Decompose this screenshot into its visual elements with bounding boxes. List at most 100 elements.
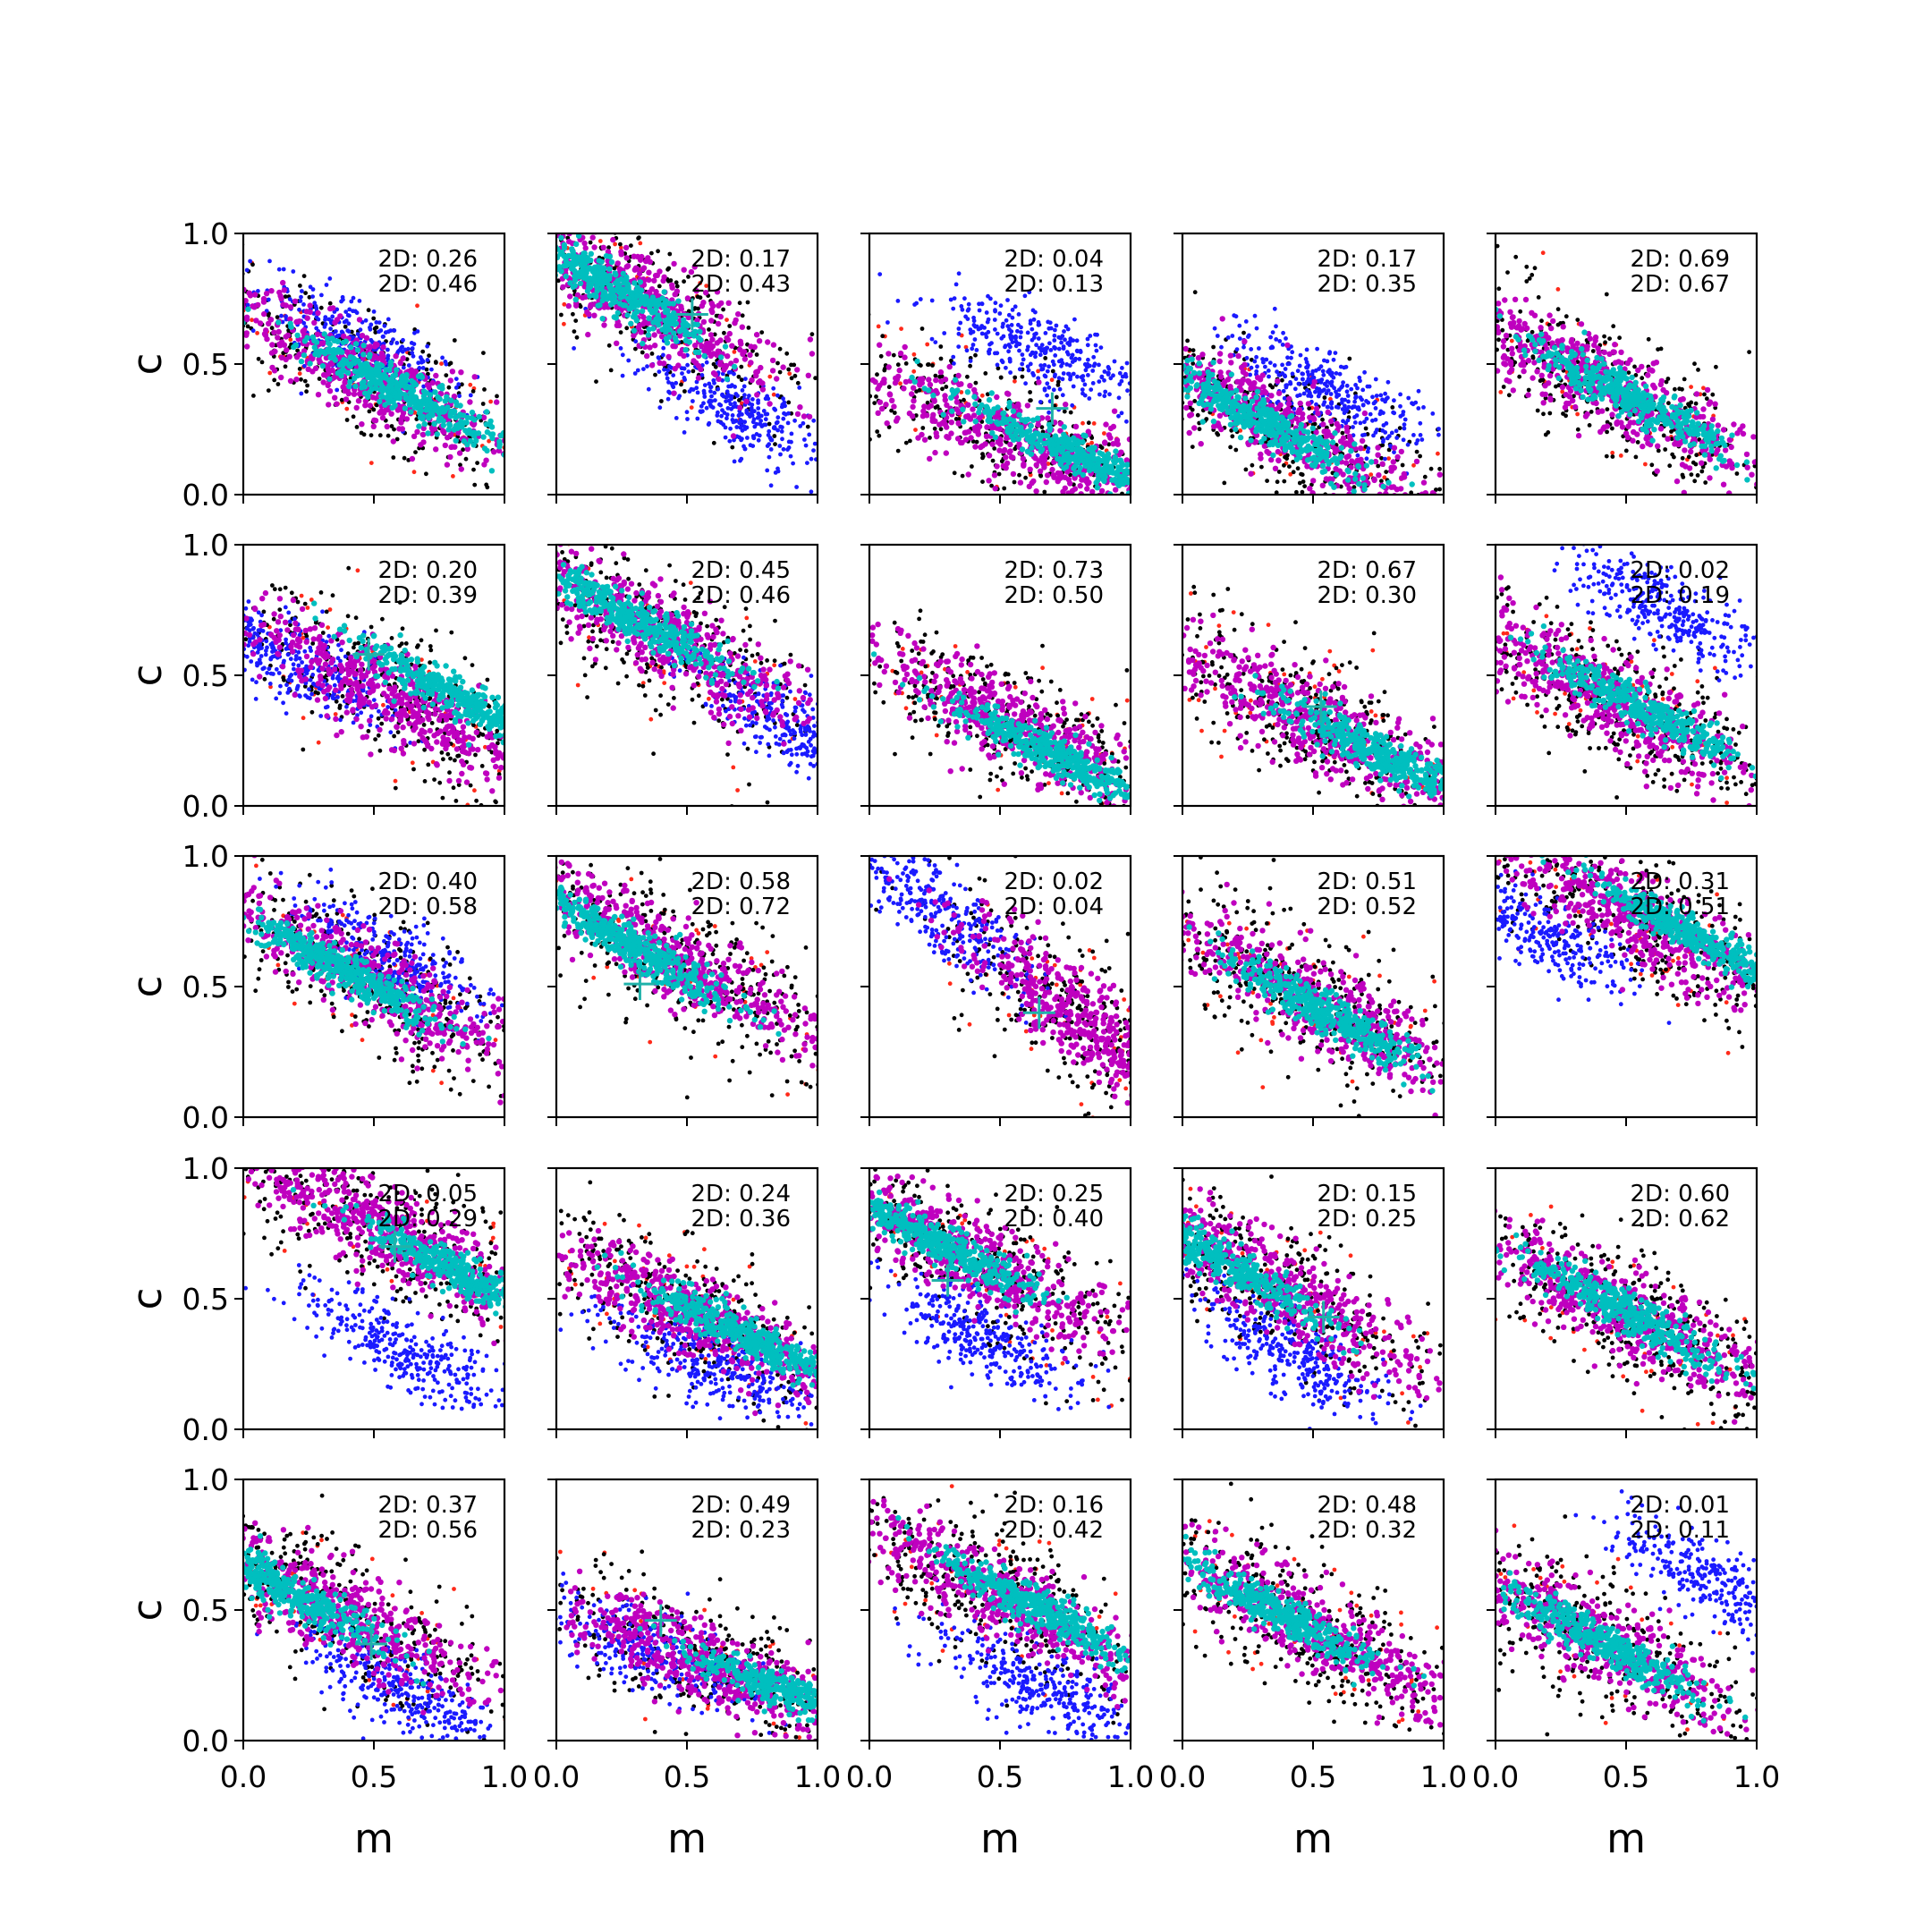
scatter-point	[356, 317, 363, 323]
scatter-point	[235, 296, 240, 301]
scatter-point	[1300, 489, 1305, 495]
scatter-point	[856, 352, 860, 357]
scatter-point	[665, 368, 671, 373]
scatter-point	[1083, 368, 1089, 373]
scatter-point	[665, 353, 672, 360]
scatter-point	[243, 332, 250, 338]
scatter-point	[930, 411, 936, 418]
scatter-point	[741, 384, 747, 389]
scatter-point	[578, 304, 583, 309]
scatter-point	[1141, 399, 1146, 403]
scatter-point	[1025, 347, 1030, 352]
scatter-point	[1233, 447, 1239, 453]
scatter-point	[546, 258, 551, 264]
scatter-point	[1016, 322, 1021, 327]
scatter-point	[572, 260, 580, 267]
scatter-point	[1061, 424, 1068, 430]
scatter-point	[1436, 451, 1440, 456]
scatter-point	[393, 353, 399, 360]
scatter-point	[337, 313, 343, 319]
scatter-point	[510, 461, 514, 465]
scatter-point	[301, 326, 308, 334]
scatter-point	[559, 312, 564, 318]
scatter-point	[559, 220, 564, 225]
scatter-point	[667, 364, 672, 369]
scatter-point	[547, 258, 553, 263]
scatter-point	[652, 272, 659, 279]
scatter-point	[439, 386, 445, 392]
scatter-point	[1055, 383, 1061, 387]
scatter-point	[825, 451, 829, 455]
scatter-point	[637, 279, 644, 285]
y-axis-label: c	[123, 353, 171, 376]
scatter-point	[774, 376, 780, 382]
scatter-point	[719, 413, 724, 419]
scatter-point	[646, 276, 652, 284]
scatter-point	[745, 436, 750, 440]
scatter-point	[480, 402, 486, 406]
scatter-point	[251, 304, 258, 310]
scatter-point	[1352, 485, 1357, 490]
scatter-point	[307, 360, 313, 367]
scatter-point	[1191, 361, 1196, 366]
scatter-point	[1080, 377, 1086, 383]
scatter-point	[649, 352, 655, 356]
scatter-point	[860, 342, 864, 346]
scatter-point	[488, 468, 496, 474]
scatter-point	[780, 364, 786, 370]
scatter-point	[1091, 421, 1097, 426]
scatter-point	[875, 410, 881, 416]
scatter-point	[695, 416, 700, 421]
scatter-point	[1062, 409, 1067, 414]
y-tick-label: 1.0	[182, 216, 229, 251]
scatter-point	[561, 263, 567, 269]
scatter-point	[1068, 410, 1073, 415]
scatter-point	[1363, 501, 1368, 505]
scatter-point	[391, 337, 395, 342]
scatter-point	[788, 453, 793, 459]
scatter-point	[995, 420, 1002, 428]
scatter-point	[257, 320, 264, 326]
scatter-point	[313, 339, 320, 345]
scatter-point	[229, 286, 233, 291]
scatter-point	[367, 344, 373, 351]
scatter-point	[721, 363, 728, 369]
scatter-point	[929, 336, 935, 342]
scatter-point	[556, 278, 561, 284]
scatter-point	[986, 329, 991, 335]
scatter-point	[419, 431, 427, 438]
scatter-point	[544, 261, 549, 267]
scatter-point	[733, 358, 740, 364]
scatter-point	[1077, 357, 1082, 361]
scatter-point	[672, 335, 679, 342]
scatter-point	[739, 401, 744, 406]
scatter-point	[236, 313, 241, 318]
scatter-point	[965, 317, 970, 321]
scatter-point	[332, 394, 338, 401]
scatter-point	[287, 316, 293, 322]
scatter-point	[1379, 479, 1384, 484]
scatter-point	[1016, 411, 1022, 419]
scatter-point	[304, 335, 310, 341]
scatter-point	[251, 292, 258, 298]
scatter-point	[1010, 315, 1015, 320]
scatter-point	[1004, 318, 1009, 323]
scatter-point	[399, 374, 405, 381]
scatter-point	[547, 218, 552, 224]
scatter-point	[953, 406, 960, 412]
scatter-point	[406, 402, 413, 408]
scatter-point	[780, 403, 785, 409]
scatter-point	[688, 225, 692, 229]
y-tick-label: 0.0	[182, 478, 229, 513]
scatter-point	[805, 461, 809, 465]
scatter-point	[573, 318, 579, 323]
scatter-point	[337, 347, 343, 353]
scatter-point	[1185, 338, 1190, 343]
scatter-point	[335, 338, 341, 344]
scatter-point	[448, 408, 454, 414]
scatter-point	[756, 411, 761, 416]
scatter-point	[472, 482, 478, 487]
scatter-point	[739, 377, 744, 383]
annotation-text: 2D: 0.26	[378, 246, 478, 273]
scatter-point	[602, 225, 606, 229]
